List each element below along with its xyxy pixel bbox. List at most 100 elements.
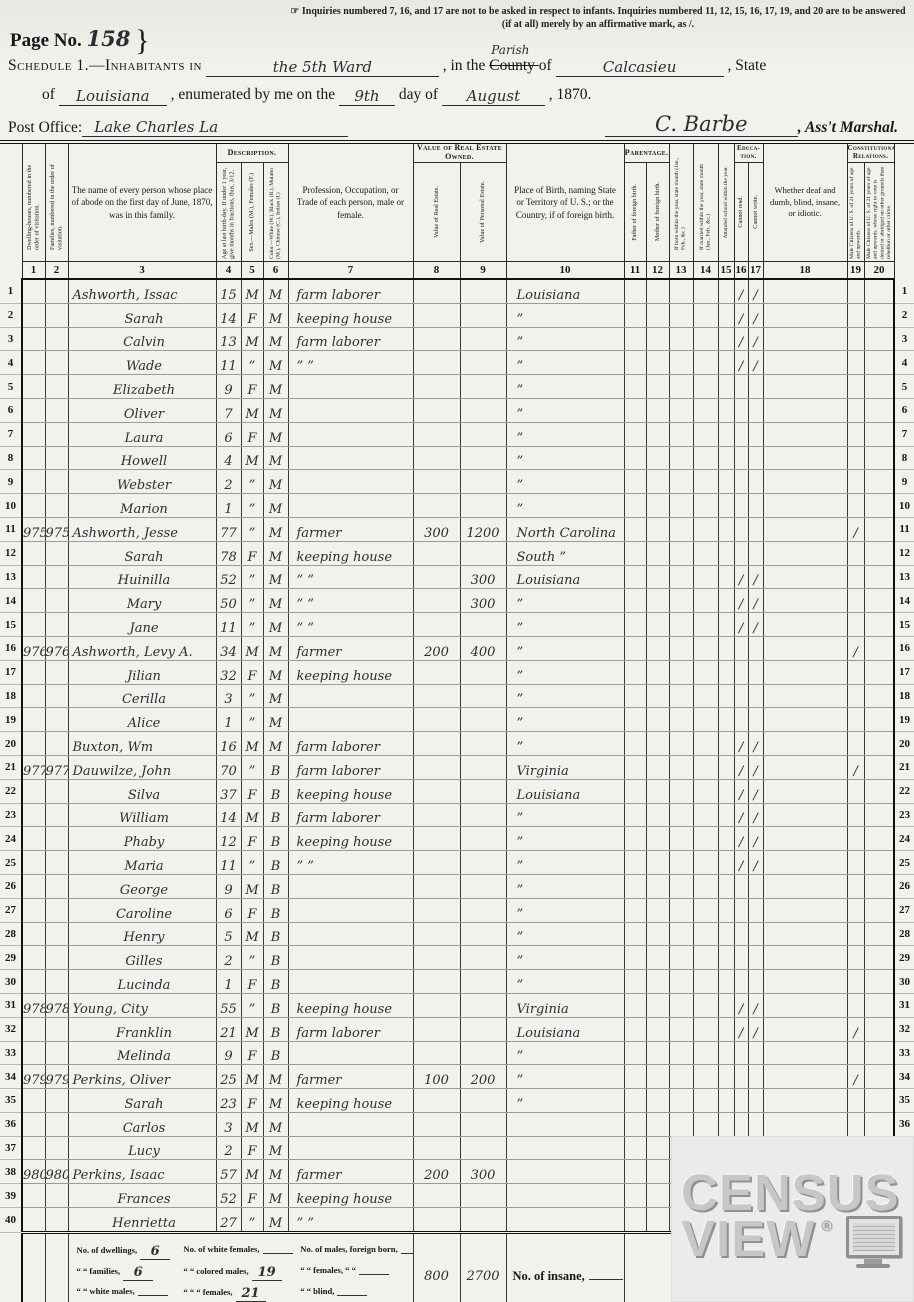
cell-color: B — [262, 755, 289, 780]
cell-family-no — [44, 422, 69, 447]
cell-cannot-write — [747, 660, 764, 685]
watermark-line1: CENSUS — [681, 1163, 900, 1221]
cell-sex: M — [240, 922, 264, 947]
cell-occupation: keeping house — [287, 993, 414, 1018]
cell-age: 1 — [215, 707, 242, 733]
cell-personal-estate — [459, 969, 507, 994]
cell-real-estate — [412, 588, 461, 614]
cell-real-estate — [412, 469, 461, 495]
cell-mother-foreign — [645, 1207, 670, 1233]
cell-name: Jane — [67, 612, 217, 637]
cell-cannot-read — [733, 422, 749, 447]
cell-vote-denied — [863, 969, 896, 994]
cell-birthplace: Virginia — [505, 755, 625, 780]
cell-vote-denied — [863, 1088, 896, 1113]
cell-cannot-read: / — [733, 350, 749, 376]
cell-birthplace: ” — [505, 707, 625, 733]
row-number-left: 21 — [0, 755, 22, 780]
col-header-born-month: If born within the year, state month (Ja… — [668, 141, 694, 262]
row-number-right: 7 — [894, 422, 914, 447]
cell-color: M — [262, 1207, 289, 1233]
cell-father-foreign — [623, 779, 647, 804]
cell-married-month — [692, 1112, 719, 1137]
cell-sex: ” — [240, 993, 264, 1018]
cell-name: Ashworth, Jesse — [67, 517, 217, 542]
cell-birthplace: ” — [505, 898, 625, 923]
cell-sex: M — [240, 327, 264, 352]
cell-cannot-read — [733, 1112, 749, 1137]
cell-born-month — [668, 898, 694, 923]
col-header-deaf-dumb: Whether deaf and dumb, blind, insane, or… — [762, 141, 848, 262]
table-row: 11 975 975 Ashworth, Jesse 77 ” M farmer… — [0, 517, 914, 542]
table-row: 28 Henry 5 M B ” 28 — [0, 922, 914, 947]
cell-occupation — [287, 898, 414, 923]
cell-cannot-read: / — [733, 303, 749, 328]
cell-family-no — [44, 398, 69, 423]
cell-father-foreign — [623, 755, 647, 780]
cell-father-foreign — [623, 660, 647, 685]
cell-born-month — [668, 374, 694, 399]
cell-color: M — [262, 398, 289, 423]
cell-real-estate — [412, 1041, 461, 1066]
table-row: 9 Webster 2 ” M ” 9 — [0, 469, 914, 495]
cell-cannot-write — [747, 398, 764, 423]
table-row: 8 Howell 4 M M ” 8 — [0, 446, 914, 471]
cell-real-estate: 100 — [412, 1064, 461, 1090]
cell-occupation — [287, 398, 414, 423]
cell-male-citizen — [846, 969, 865, 994]
cell-personal-estate — [459, 945, 507, 971]
cell-birthplace: ” — [505, 446, 625, 471]
cell-deaf-dumb — [762, 826, 848, 852]
cell-mother-foreign — [645, 993, 670, 1018]
cell-deaf-dumb — [762, 588, 848, 614]
cell-real-estate — [412, 1183, 461, 1209]
cell-vote-denied — [863, 422, 896, 447]
cell-real-estate: 300 — [412, 517, 461, 542]
cell-sex: ” — [240, 755, 264, 780]
cell-occupation — [287, 945, 414, 971]
cell-married-month — [692, 731, 719, 756]
cell-real-estate — [412, 422, 461, 447]
brace-glyph: } — [135, 24, 150, 57]
cell-vote-denied — [863, 327, 896, 352]
cell-vote-denied — [863, 1064, 896, 1090]
cell-real-estate — [412, 779, 461, 804]
cell-family-no: 975 — [44, 517, 69, 542]
page-no-value: 158 — [86, 26, 131, 51]
cell-school — [717, 588, 735, 614]
cell-real-estate — [412, 755, 461, 780]
cell-color: B — [262, 850, 289, 875]
table-row: 24 Phaby 12 F B keeping house ” / / 24 — [0, 826, 914, 852]
row-number-right: 9 — [894, 469, 914, 495]
cell-vote-denied — [863, 636, 896, 661]
cell-dwelling-no — [21, 731, 46, 756]
in-the-text: , in the — [442, 57, 486, 74]
county-blank: Calcasieu — [555, 58, 724, 77]
cell-school — [717, 303, 735, 328]
cell-deaf-dumb — [762, 350, 848, 376]
enumerated-text: , enumerated by me on the — [170, 86, 336, 103]
row-number-right: 2 — [894, 303, 914, 328]
cell-married-month — [692, 898, 719, 923]
cell-vote-denied — [863, 850, 896, 875]
cell-name: Huinilla — [67, 565, 217, 590]
cell-real-estate — [412, 493, 461, 518]
cell-personal-estate — [459, 1207, 507, 1233]
cell-birthplace: ” — [505, 636, 625, 661]
row-number-right: 31 — [894, 993, 914, 1018]
cell-father-foreign — [623, 636, 647, 661]
row-number-left: 14 — [0, 588, 22, 614]
cell-school — [717, 350, 735, 376]
cell-personal-estate — [459, 779, 507, 804]
cell-age: 3 — [215, 684, 242, 709]
cell-born-month — [668, 969, 694, 994]
cell-married-month — [692, 422, 719, 447]
cell-dwelling-no — [21, 779, 46, 804]
cell-real-estate — [412, 684, 461, 709]
schedule-line-2: of Louisiana , enumerated by me on the 9… — [42, 86, 902, 106]
cell-birthplace: ” — [505, 493, 625, 518]
col-header-vote-denied: Male Citizens of U. S. of 21 years of ag… — [863, 162, 895, 262]
cell-born-month — [668, 493, 694, 518]
cell-vote-denied — [863, 993, 896, 1018]
cell-birthplace: ” — [505, 422, 625, 447]
